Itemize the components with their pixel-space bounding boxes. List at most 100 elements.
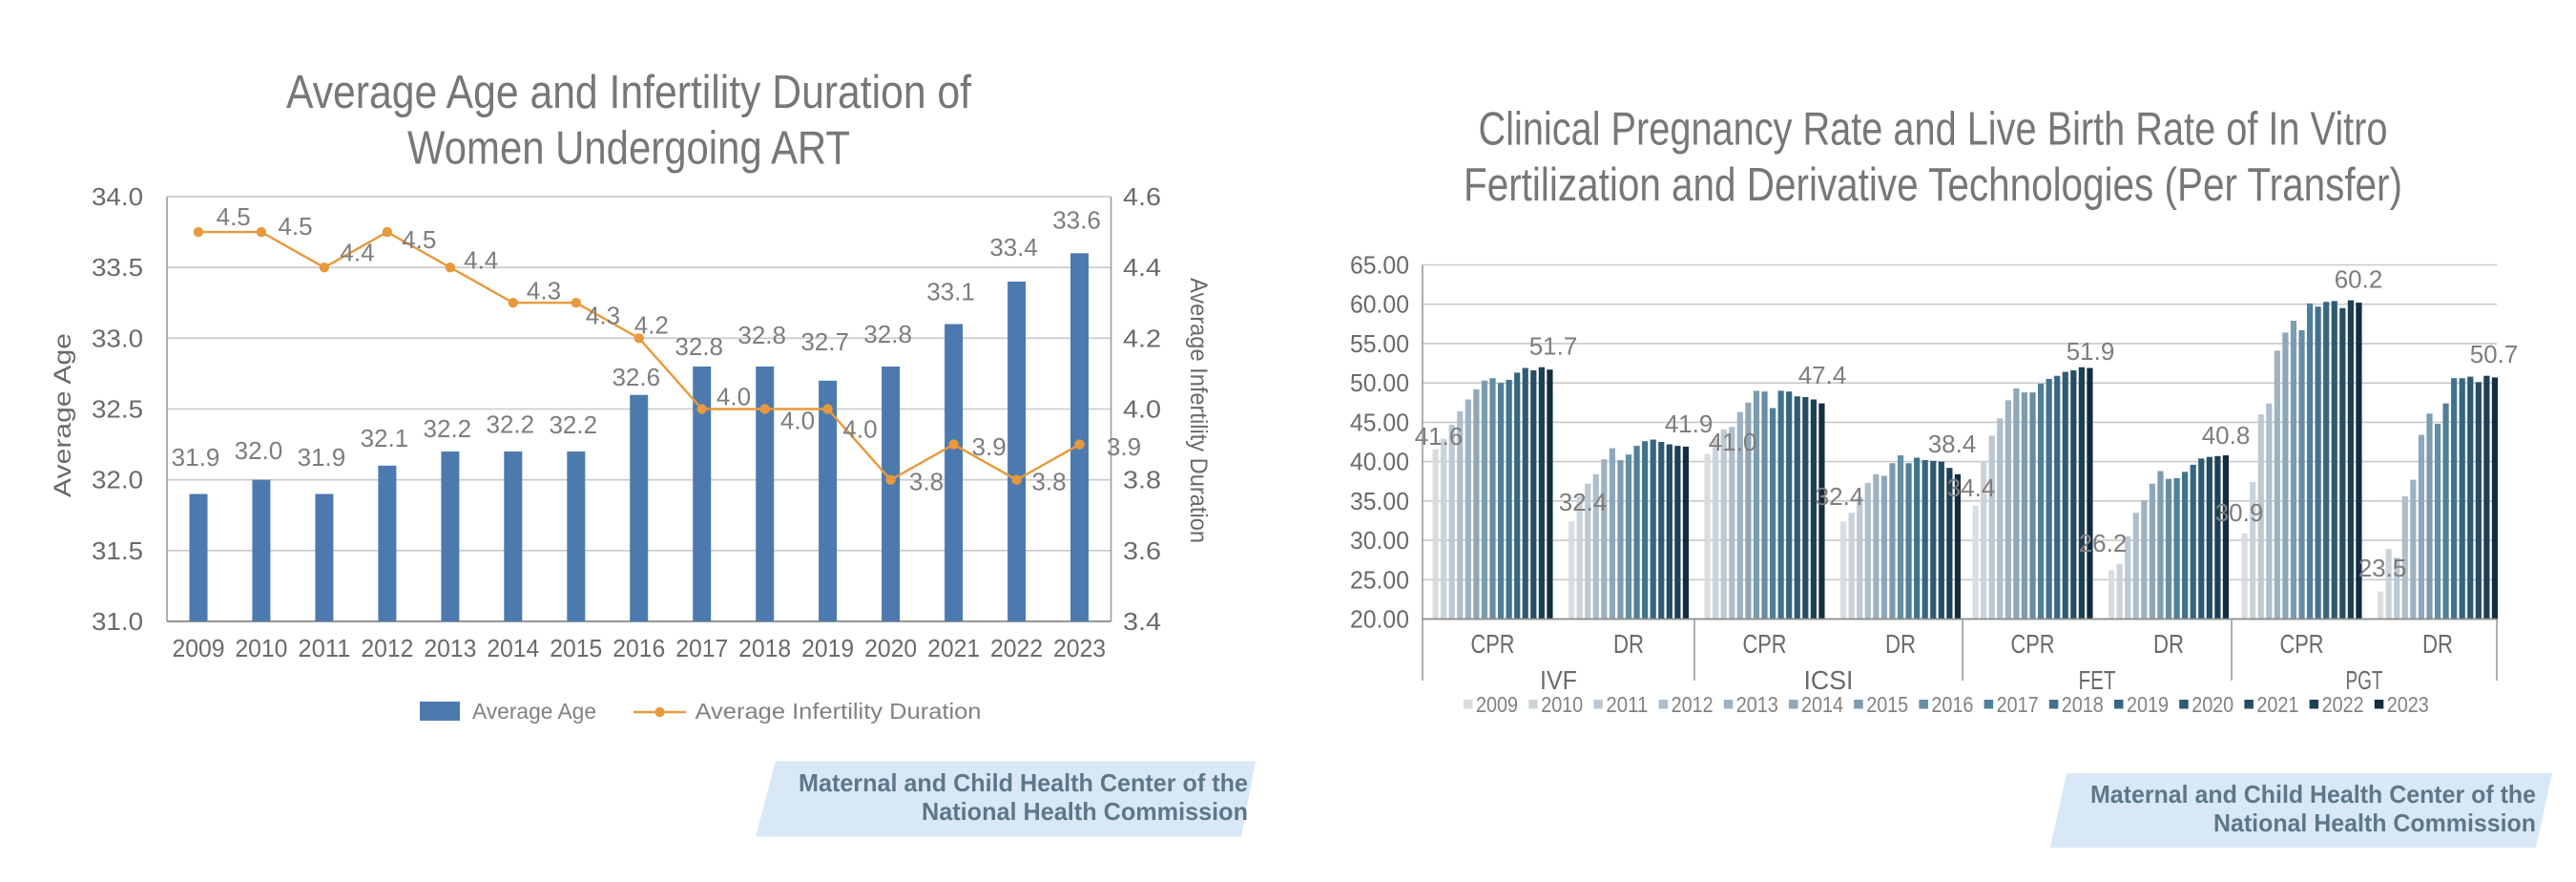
svg-text:Clinical Pregnancy Rate and Li: Clinical Pregnancy Rate and Live Birth R… bbox=[1479, 104, 2388, 156]
svg-text:4.3: 4.3 bbox=[586, 302, 620, 330]
svg-text:31.0: 31.0 bbox=[92, 607, 143, 636]
svg-text:30.9: 30.9 bbox=[2215, 498, 2264, 527]
svg-text:41.6: 41.6 bbox=[1415, 422, 1464, 451]
svg-text:50.7: 50.7 bbox=[2470, 340, 2519, 368]
svg-text:Maternal and Child Health Cent: Maternal and Child Health Center of the bbox=[2090, 780, 2536, 808]
svg-text:2021: 2021 bbox=[2256, 692, 2298, 717]
svg-text:41.9: 41.9 bbox=[1665, 410, 1714, 438]
svg-text:2017: 2017 bbox=[675, 634, 728, 662]
svg-text:2018: 2018 bbox=[738, 634, 791, 662]
svg-text:32.2: 32.2 bbox=[487, 410, 535, 439]
svg-text:2011: 2011 bbox=[1606, 692, 1648, 717]
svg-text:2010: 2010 bbox=[235, 634, 287, 662]
svg-text:32.0: 32.0 bbox=[235, 436, 283, 465]
svg-text:35.00: 35.00 bbox=[1350, 487, 1409, 515]
svg-text:51.7: 51.7 bbox=[1529, 332, 1578, 361]
svg-text:50.00: 50.00 bbox=[1350, 368, 1409, 397]
svg-text:33.0: 33.0 bbox=[92, 324, 143, 352]
svg-text:60.2: 60.2 bbox=[2335, 265, 2383, 294]
svg-text:2015: 2015 bbox=[1866, 692, 1908, 717]
svg-text:34.0: 34.0 bbox=[92, 182, 143, 211]
svg-text:Average Infertility Duration: Average Infertility Duration bbox=[1185, 278, 1212, 543]
svg-text:2013: 2013 bbox=[424, 634, 476, 662]
svg-text:3.9: 3.9 bbox=[1107, 432, 1141, 461]
svg-text:2012: 2012 bbox=[361, 634, 413, 662]
svg-text:4.0: 4.0 bbox=[717, 382, 751, 410]
svg-text:4.5: 4.5 bbox=[402, 225, 436, 254]
svg-text:3.9: 3.9 bbox=[972, 432, 1007, 461]
svg-text:38.4: 38.4 bbox=[1928, 430, 1977, 458]
svg-text:CPR: CPR bbox=[2280, 629, 2324, 659]
svg-text:2010: 2010 bbox=[1541, 692, 1583, 717]
svg-text:55.00: 55.00 bbox=[1350, 329, 1409, 358]
svg-text:2016: 2016 bbox=[613, 634, 665, 662]
svg-text:2019: 2019 bbox=[801, 634, 854, 662]
svg-text:4.4: 4.4 bbox=[1123, 253, 1161, 282]
svg-text:32.8: 32.8 bbox=[863, 320, 912, 348]
svg-text:3.8: 3.8 bbox=[1031, 468, 1066, 496]
svg-text:Average Age: Average Age bbox=[472, 699, 596, 724]
svg-text:2011: 2011 bbox=[298, 634, 350, 662]
svg-text:2022: 2022 bbox=[990, 634, 1043, 662]
svg-text:32.4: 32.4 bbox=[1816, 482, 1864, 511]
svg-text:32.2: 32.2 bbox=[424, 414, 472, 443]
svg-text:Average Age: Average Age bbox=[50, 333, 76, 497]
svg-text:CPR: CPR bbox=[1471, 629, 1515, 659]
svg-text:32.8: 32.8 bbox=[675, 332, 723, 361]
svg-text:CPR: CPR bbox=[1743, 629, 1787, 659]
svg-text:33.4: 33.4 bbox=[989, 233, 1038, 262]
svg-text:DR: DR bbox=[2422, 629, 2453, 659]
svg-text:60.00: 60.00 bbox=[1350, 290, 1409, 319]
svg-text:32.5: 32.5 bbox=[92, 395, 143, 424]
svg-text:45.00: 45.00 bbox=[1350, 408, 1409, 436]
svg-text:2023: 2023 bbox=[1053, 634, 1106, 662]
svg-text:IVF: IVF bbox=[1540, 665, 1577, 695]
svg-text:32.8: 32.8 bbox=[737, 321, 786, 349]
svg-text:32.1: 32.1 bbox=[361, 424, 409, 452]
svg-text:2015: 2015 bbox=[550, 634, 602, 662]
svg-text:4.5: 4.5 bbox=[278, 212, 312, 241]
svg-text:2014: 2014 bbox=[1801, 692, 1843, 717]
svg-text:Average Age and Infertility Du: Average Age and Infertility Duration of bbox=[286, 67, 971, 118]
svg-text:Maternal and Child Health Cent: Maternal and Child Health Center of the bbox=[799, 768, 1248, 797]
svg-text:4.0: 4.0 bbox=[1123, 395, 1161, 424]
svg-text:4.2: 4.2 bbox=[634, 311, 669, 340]
svg-text:2009: 2009 bbox=[1476, 692, 1518, 717]
svg-text:2019: 2019 bbox=[2127, 692, 2169, 717]
svg-text:2021: 2021 bbox=[927, 634, 980, 662]
svg-text:2016: 2016 bbox=[1931, 692, 1973, 717]
svg-text:47.4: 47.4 bbox=[1798, 361, 1847, 389]
svg-text:2020: 2020 bbox=[864, 634, 917, 662]
svg-text:PGT: PGT bbox=[2346, 665, 2383, 695]
svg-text:33.6: 33.6 bbox=[1052, 206, 1101, 235]
svg-text:32.4: 32.4 bbox=[1559, 488, 1608, 516]
svg-text:CPR: CPR bbox=[2011, 629, 2055, 659]
svg-text:31.5: 31.5 bbox=[92, 536, 143, 565]
svg-text:23.5: 23.5 bbox=[2358, 554, 2407, 582]
svg-text:DR: DR bbox=[1613, 629, 1644, 659]
svg-text:25.00: 25.00 bbox=[1350, 565, 1409, 594]
svg-text:2018: 2018 bbox=[2062, 692, 2104, 717]
svg-text:26.2: 26.2 bbox=[2079, 529, 2128, 557]
svg-text:4.3: 4.3 bbox=[527, 277, 561, 305]
svg-text:2012: 2012 bbox=[1672, 692, 1714, 717]
svg-text:30.00: 30.00 bbox=[1350, 526, 1409, 555]
svg-text:33.5: 33.5 bbox=[92, 253, 143, 282]
svg-text:3.4: 3.4 bbox=[1123, 607, 1161, 636]
svg-text:4.5: 4.5 bbox=[217, 202, 251, 231]
svg-text:2017: 2017 bbox=[1997, 692, 2039, 717]
svg-text:65.00: 65.00 bbox=[1350, 251, 1409, 280]
svg-text:31.9: 31.9 bbox=[172, 443, 220, 472]
svg-text:32.7: 32.7 bbox=[800, 327, 849, 356]
svg-text:4.0: 4.0 bbox=[842, 415, 877, 444]
svg-text:40.00: 40.00 bbox=[1350, 448, 1409, 476]
svg-text:4.4: 4.4 bbox=[340, 239, 374, 267]
svg-text:51.9: 51.9 bbox=[2067, 337, 2115, 366]
svg-text:31.9: 31.9 bbox=[298, 443, 346, 472]
svg-text:National Health Commission: National Health Commission bbox=[922, 797, 1248, 826]
svg-text:Women Undergoing ART: Women Undergoing ART bbox=[407, 123, 850, 175]
svg-text:2013: 2013 bbox=[1736, 692, 1778, 717]
svg-text:DR: DR bbox=[2153, 629, 2184, 659]
svg-text:3.8: 3.8 bbox=[909, 468, 944, 496]
svg-text:40.8: 40.8 bbox=[2202, 421, 2251, 450]
